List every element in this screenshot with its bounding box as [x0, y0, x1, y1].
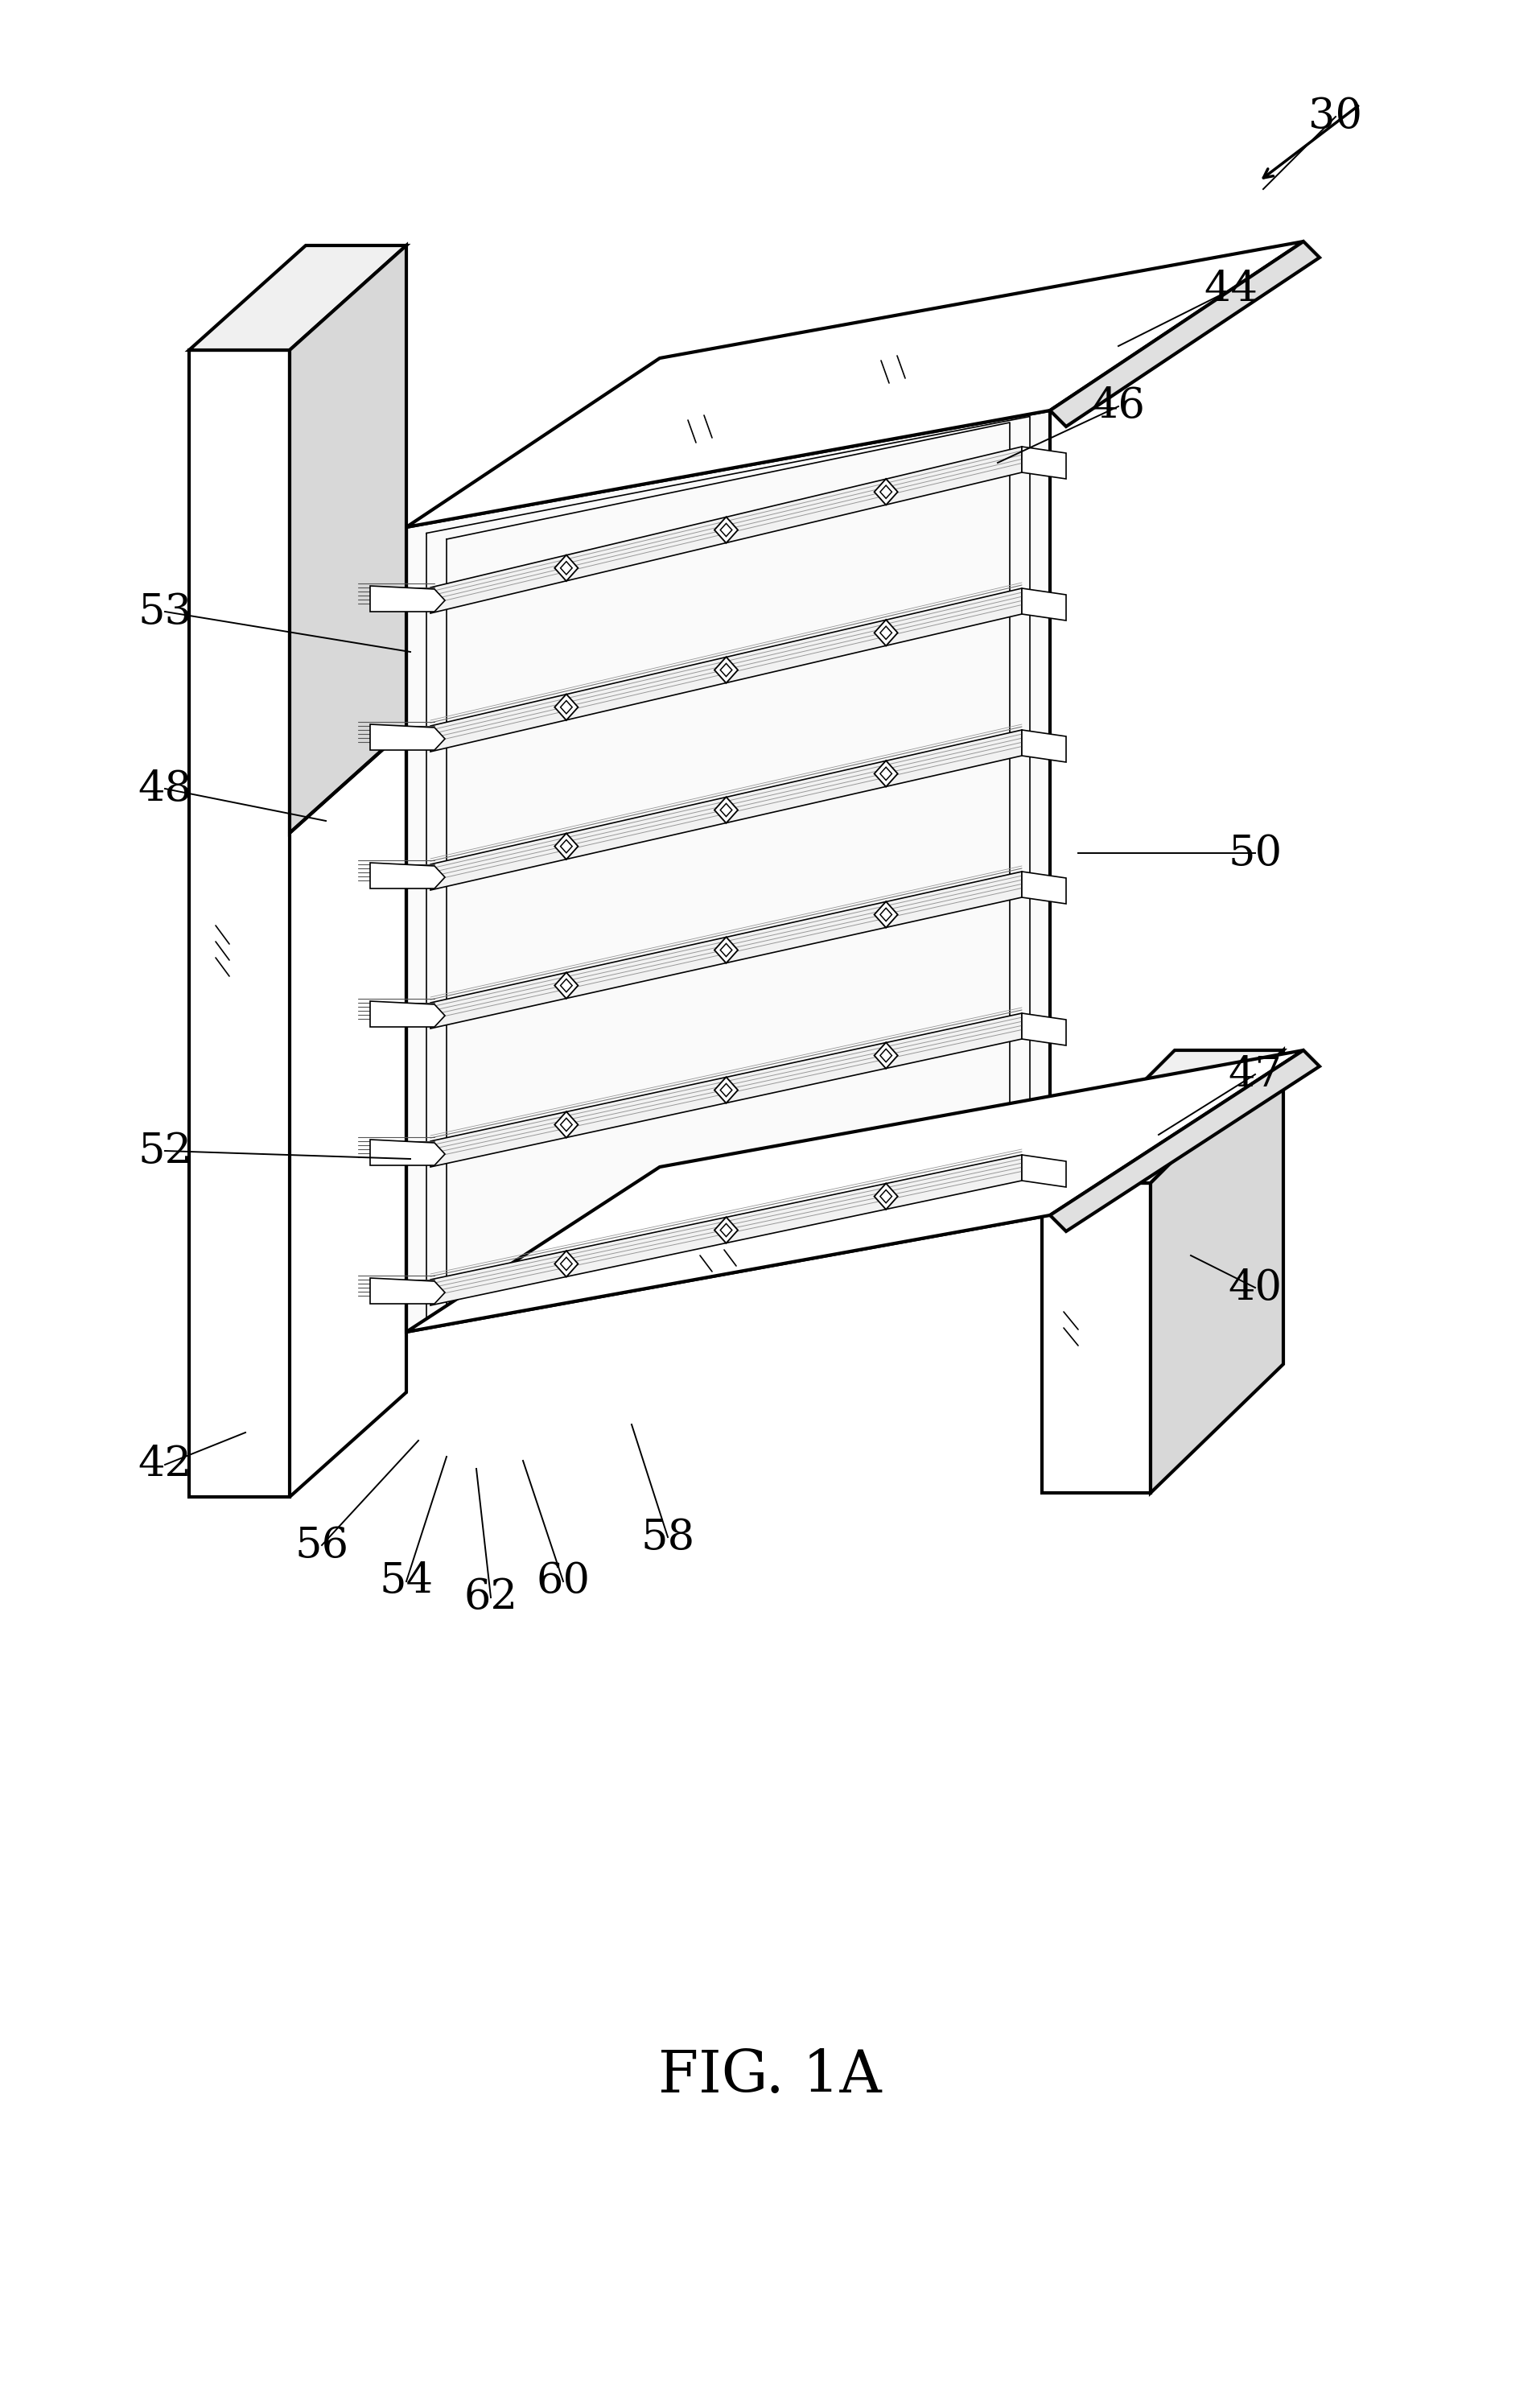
- Polygon shape: [370, 862, 445, 888]
- Polygon shape: [430, 1012, 1021, 1167]
- Polygon shape: [554, 554, 578, 580]
- Text: 42: 42: [139, 1444, 192, 1485]
- Text: 58: 58: [641, 1516, 695, 1559]
- Polygon shape: [1021, 587, 1066, 621]
- Polygon shape: [719, 664, 732, 676]
- Polygon shape: [719, 943, 732, 957]
- Polygon shape: [1021, 1155, 1066, 1186]
- Polygon shape: [554, 833, 578, 859]
- Polygon shape: [189, 351, 290, 1497]
- Polygon shape: [407, 241, 1303, 528]
- Polygon shape: [1049, 1050, 1318, 1232]
- Polygon shape: [879, 766, 892, 781]
- Polygon shape: [430, 446, 1021, 613]
- Polygon shape: [430, 587, 1021, 752]
- Polygon shape: [715, 938, 738, 962]
- Text: 62: 62: [464, 1578, 517, 1618]
- Polygon shape: [1041, 1184, 1150, 1492]
- Text: 53: 53: [139, 592, 192, 633]
- Polygon shape: [879, 1048, 892, 1062]
- Polygon shape: [873, 1043, 898, 1069]
- Polygon shape: [430, 1155, 1021, 1306]
- Polygon shape: [879, 625, 892, 640]
- Polygon shape: [1021, 446, 1066, 480]
- Polygon shape: [1021, 730, 1066, 761]
- Polygon shape: [407, 411, 1049, 1332]
- Polygon shape: [370, 1277, 445, 1303]
- Polygon shape: [554, 1251, 578, 1277]
- Polygon shape: [370, 1000, 445, 1026]
- Polygon shape: [407, 1050, 1303, 1332]
- Polygon shape: [715, 1217, 738, 1244]
- Text: 47: 47: [1227, 1055, 1281, 1096]
- Polygon shape: [370, 723, 445, 750]
- Polygon shape: [873, 902, 898, 929]
- Polygon shape: [719, 523, 732, 537]
- Text: 50: 50: [1227, 833, 1281, 874]
- Text: 30: 30: [1307, 95, 1361, 136]
- Text: 44: 44: [1203, 270, 1257, 310]
- Polygon shape: [715, 1077, 738, 1103]
- Polygon shape: [1021, 1012, 1066, 1046]
- Polygon shape: [370, 1139, 445, 1165]
- Text: FIG. 1A: FIG. 1A: [658, 2048, 881, 2105]
- Polygon shape: [561, 840, 571, 852]
- Polygon shape: [873, 1184, 898, 1210]
- Polygon shape: [561, 1117, 571, 1131]
- Polygon shape: [430, 730, 1021, 890]
- Polygon shape: [561, 702, 571, 714]
- Polygon shape: [879, 1189, 892, 1203]
- Polygon shape: [715, 518, 738, 542]
- Polygon shape: [873, 761, 898, 788]
- Polygon shape: [879, 907, 892, 921]
- Polygon shape: [554, 695, 578, 721]
- Polygon shape: [554, 972, 578, 998]
- Polygon shape: [873, 480, 898, 506]
- Polygon shape: [715, 797, 738, 824]
- Polygon shape: [719, 804, 732, 816]
- Polygon shape: [1049, 241, 1318, 427]
- Polygon shape: [189, 246, 407, 351]
- Text: 54: 54: [379, 1561, 433, 1602]
- Polygon shape: [561, 561, 571, 575]
- Polygon shape: [879, 485, 892, 499]
- Polygon shape: [1150, 1050, 1283, 1492]
- Polygon shape: [290, 246, 407, 833]
- Text: 46: 46: [1090, 387, 1144, 427]
- Text: 40: 40: [1227, 1267, 1281, 1308]
- Polygon shape: [1041, 1050, 1283, 1184]
- Text: 48: 48: [139, 769, 192, 809]
- Polygon shape: [719, 1225, 732, 1236]
- Text: 52: 52: [139, 1131, 192, 1172]
- Text: 60: 60: [536, 1561, 590, 1602]
- Polygon shape: [715, 656, 738, 683]
- Polygon shape: [561, 1258, 571, 1270]
- Polygon shape: [719, 1084, 732, 1096]
- Polygon shape: [1021, 871, 1066, 905]
- Text: 56: 56: [294, 1525, 348, 1566]
- Polygon shape: [554, 1112, 578, 1139]
- Polygon shape: [370, 585, 445, 611]
- Polygon shape: [873, 621, 898, 647]
- Polygon shape: [561, 979, 571, 993]
- Polygon shape: [430, 871, 1021, 1029]
